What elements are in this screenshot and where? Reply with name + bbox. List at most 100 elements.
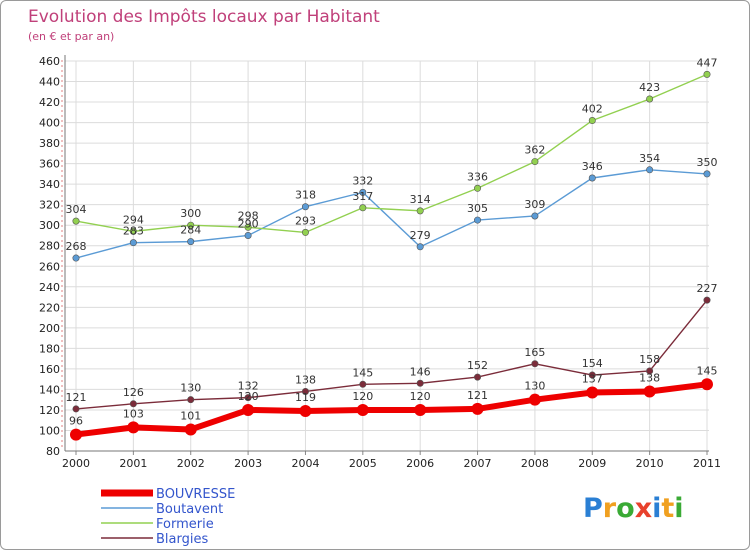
y-tick-label: 100: [39, 424, 60, 437]
data-point-formerie: [244, 223, 252, 231]
data-label-boutavent: 284: [180, 224, 201, 237]
series-lines: [70, 70, 713, 441]
data-label-formerie: 317: [352, 190, 373, 203]
data-label-blargies: 145: [352, 366, 373, 379]
data-point-boutavent: [474, 216, 482, 224]
data-point-blargies: [187, 396, 195, 404]
y-tick-label: 280: [39, 240, 60, 253]
data-label-boutavent: 283: [123, 225, 144, 238]
chart-subtitle: (en € et par an): [28, 30, 114, 43]
data-labels: 96 103 101 120 119 120 120 121 130 137 138 145 268 28…: [66, 56, 718, 427]
data-label-formerie: 304: [66, 203, 87, 216]
legend-label-formerie: Formerie: [156, 517, 214, 532]
data-label-blargies: 158: [639, 353, 660, 366]
data-point-bouvresse: [127, 421, 140, 434]
y-tick-label: 140: [39, 383, 60, 396]
data-label-bouvresse: 120: [410, 390, 431, 403]
logo-letter: r: [603, 493, 617, 524]
legend-label-blargies: Blargies: [156, 532, 208, 547]
data-point-bouvresse: [643, 385, 656, 398]
y-tick-label: 320: [39, 199, 60, 212]
data-point-bouvresse: [471, 402, 484, 415]
data-label-formerie: 300: [180, 207, 201, 220]
chart-title: Evolution des Impôts locaux par Habitant: [28, 7, 380, 27]
data-label-boutavent: 346: [582, 160, 603, 173]
data-point-formerie: [703, 70, 711, 78]
data-point-formerie: [588, 117, 596, 125]
y-tick-label: 380: [39, 137, 60, 150]
data-label-formerie: 314: [410, 193, 431, 206]
data-label-bouvresse: 145: [697, 364, 718, 377]
x-tick-label: 2008: [521, 457, 549, 470]
data-label-blargies: 132: [238, 380, 259, 393]
y-tick-label: 260: [39, 260, 60, 273]
data-point-boutavent: [244, 231, 252, 239]
data-point-bouvresse: [414, 403, 427, 416]
data-point-formerie: [646, 95, 654, 103]
data-point-boutavent: [416, 243, 424, 251]
logo-letter: P: [583, 493, 603, 524]
x-tick-label: 2001: [119, 457, 147, 470]
data-label-boutavent: 354: [639, 152, 660, 165]
data-label-boutavent: 332: [352, 174, 373, 187]
data-point-boutavent: [646, 166, 654, 174]
x-tick-label: 2011: [693, 457, 721, 470]
data-label-formerie: 423: [639, 81, 660, 94]
y-tick-label: 200: [39, 322, 60, 335]
data-point-boutavent: [703, 170, 711, 178]
y-tick-label: 460: [39, 55, 60, 68]
brand-logo: Proxiti: [583, 493, 684, 524]
data-point-blargies: [359, 380, 367, 388]
data-point-bouvresse: [242, 403, 255, 416]
data-label-bouvresse: 101: [180, 409, 201, 422]
y-tick-label: 80: [46, 445, 60, 458]
logo-letter: i: [674, 493, 683, 524]
series-line-bouvresse: [75, 381, 708, 438]
x-tick-label: 2007: [464, 457, 492, 470]
series-line-blargies: [75, 299, 708, 410]
data-label-blargies: 130: [180, 382, 201, 395]
data-label-boutavent: 350: [697, 156, 718, 169]
data-label-blargies: 146: [410, 365, 431, 378]
x-tick-label: 2003: [234, 457, 262, 470]
data-label-formerie: 294: [123, 213, 144, 226]
data-point-blargies: [531, 360, 539, 368]
x-tick-label: 2010: [636, 457, 664, 470]
data-label-formerie: 293: [295, 214, 316, 227]
data-label-boutavent: 318: [295, 189, 316, 202]
data-point-formerie: [359, 204, 367, 212]
data-point-formerie: [72, 217, 80, 225]
data-point-formerie: [187, 221, 195, 229]
y-tick-label: 160: [39, 363, 60, 376]
data-label-bouvresse: 96: [69, 415, 83, 428]
data-point-boutavent: [588, 174, 596, 182]
data-label-bouvresse: 119: [295, 391, 316, 404]
data-point-boutavent: [301, 203, 309, 211]
legend-label-bouvresse: BOUVRESSE: [156, 487, 235, 502]
proxiti-logo: Proxiti: [583, 493, 684, 524]
y-tick-label: 220: [39, 301, 60, 314]
y-tick-label: 120: [39, 404, 60, 417]
data-point-blargies: [646, 367, 654, 375]
logo-letter: x: [635, 493, 652, 524]
y-tick-label: 400: [39, 117, 60, 130]
data-label-bouvresse: 138: [639, 371, 660, 384]
data-label-blargies: 138: [295, 373, 316, 386]
y-tick-label: 240: [39, 281, 60, 294]
data-point-formerie: [474, 184, 482, 192]
y-tick-label: 300: [39, 219, 60, 232]
data-label-formerie: 298: [238, 209, 259, 222]
data-label-formerie: 402: [582, 103, 603, 116]
data-point-bouvresse: [528, 393, 541, 406]
data-point-blargies: [129, 400, 137, 408]
data-point-formerie: [416, 207, 424, 215]
x-tick-label: 2009: [578, 457, 606, 470]
data-label-blargies: 152: [467, 359, 488, 372]
data-point-formerie: [129, 227, 137, 235]
data-label-boutavent: 309: [524, 198, 545, 211]
data-label-bouvresse: 120: [352, 390, 373, 403]
data-label-bouvresse: 130: [524, 380, 545, 393]
data-label-boutavent: 279: [410, 229, 431, 242]
